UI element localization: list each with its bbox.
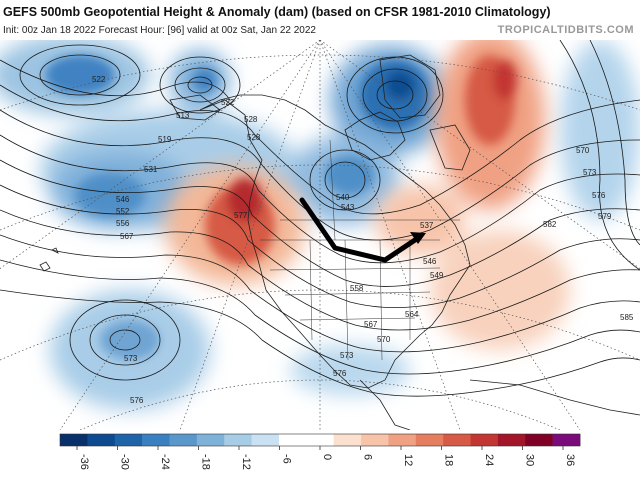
- contour-label: 582: [543, 220, 557, 229]
- colorbar-ticks: -36 -30 -24 -18 -12 -6 0 6 12 18 24 30 36: [76, 446, 576, 470]
- contour-label: 573: [583, 168, 597, 177]
- contour-label: 567: [120, 232, 134, 241]
- colorbar-cell: [497, 434, 526, 446]
- colorbar-tick-label: -24: [159, 454, 171, 470]
- contour-label: 567: [364, 320, 378, 329]
- colorbar-cell: [169, 434, 198, 446]
- map-title: GEFS 500mb Geopotential Height & Anomaly…: [3, 5, 551, 19]
- colorbar-cell: [443, 434, 471, 446]
- contour-label: 570: [576, 146, 590, 155]
- height-contours: [0, 40, 640, 397]
- colorbar-cell: [525, 434, 553, 446]
- colorbar-cell: [224, 434, 252, 446]
- contour-label: 585: [620, 313, 634, 322]
- coastlines: [39, 54, 640, 430]
- contour-label: 549: [430, 271, 444, 280]
- colorbar-cells: [59, 433, 581, 447]
- contour-label: 576: [333, 369, 347, 378]
- colorbar-tick-label: 36: [564, 454, 576, 466]
- contour-label: 528: [244, 115, 258, 124]
- colorbar-cell: [251, 434, 280, 446]
- colorbar-tick-label: -36: [78, 454, 90, 470]
- header: GEFS 500mb Geopotential Height & Anomaly…: [0, 0, 640, 40]
- colorbar-cell: [278, 434, 307, 446]
- contour-label: 531: [144, 165, 158, 174]
- colorbar-tick-label: 12: [402, 454, 414, 466]
- colorbar-cell: [87, 434, 116, 446]
- map-subtitle: Init: 00z Jan 18 2022 Forecast Hour: [96…: [3, 25, 316, 36]
- colorbar-cell: [361, 434, 389, 446]
- contour-label: 513: [176, 111, 190, 120]
- contour-label: 558: [350, 284, 364, 293]
- colorbar-cell: [552, 434, 581, 446]
- contour-label: 546: [423, 257, 437, 266]
- colorbar-tick-label: -6: [281, 454, 293, 464]
- contour-label: 577: [234, 211, 248, 220]
- colorbar-cell: [388, 434, 417, 446]
- colorbar-cell: [415, 434, 444, 446]
- contour-label: 579: [598, 212, 612, 221]
- colorbar-tick-label: -30: [119, 454, 131, 470]
- contour-label: 556: [116, 219, 130, 228]
- colorbar-cell: [196, 434, 225, 446]
- contour-label: 564: [405, 310, 419, 319]
- site-watermark: TROPICALTIDBITS.COM: [497, 24, 634, 36]
- colorbar-cell: [333, 434, 362, 446]
- contour-label: 543: [341, 203, 355, 212]
- colorbar-cell: [114, 434, 143, 446]
- colorbar-cell: [142, 434, 170, 446]
- jet-path-arrow: [299, 197, 426, 263]
- contour-label: 573: [124, 354, 138, 363]
- colorbar-cell: [306, 434, 334, 446]
- contour-label: 576: [130, 396, 144, 405]
- colorbar-tick-label: 6: [362, 454, 374, 460]
- contour-label: 576: [592, 191, 606, 200]
- contour-label: 570: [377, 335, 391, 344]
- colorbar-tick-label: 30: [524, 454, 536, 466]
- colorbar-tick-label: 18: [443, 454, 455, 466]
- colorbar: -36 -30 -24 -18 -12 -6 0 6 12 18 24 30 36: [59, 433, 581, 470]
- colorbar-tick-label: -18: [200, 454, 212, 470]
- colorbar-cell: [470, 434, 499, 446]
- contour-label: 540: [336, 193, 350, 202]
- contour-label: 537: [420, 221, 434, 230]
- contour-labels: 522 513 519 522 528 531 546 552 556 567 …: [92, 75, 634, 405]
- colorbar-tick-label: 24: [483, 454, 495, 466]
- colorbar-cell: [60, 434, 88, 446]
- contour-label: 546: [116, 195, 130, 204]
- anomaly-field: [0, 40, 640, 410]
- colorbar-tick-label: 0: [321, 454, 333, 460]
- contour-label: 522: [221, 98, 235, 107]
- colorbar-tick-label: -12: [240, 454, 252, 470]
- contour-label: 528: [247, 133, 261, 142]
- anomaly-map: 522 513 519 522 528 531 546 552 556 567 …: [0, 40, 640, 430]
- contour-label: 519: [158, 135, 172, 144]
- contour-label: 573: [340, 351, 354, 360]
- political-borders: [260, 139, 460, 361]
- contour-label: 552: [116, 207, 130, 216]
- graticule: [0, 40, 640, 430]
- contour-label: 522: [92, 75, 106, 84]
